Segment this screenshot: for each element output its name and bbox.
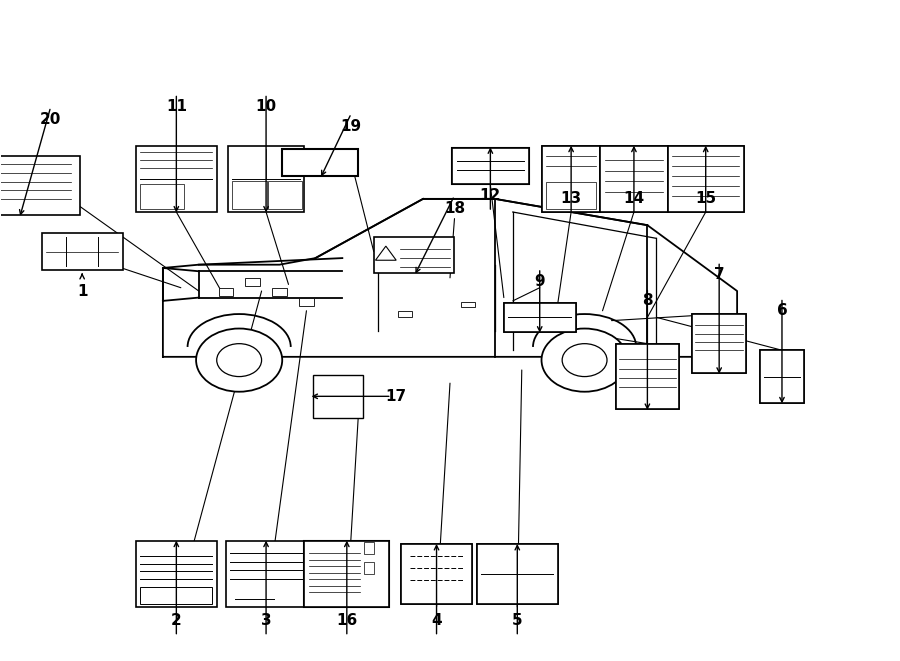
Text: 17: 17 (385, 389, 407, 404)
Bar (400, 545, 472, 603)
Bar (140, 587, 212, 603)
Text: 15: 15 (695, 191, 716, 206)
Bar (461, 301, 475, 307)
Bar (273, 288, 287, 296)
Bar (246, 278, 260, 286)
Bar (504, 303, 576, 332)
Bar (668, 146, 743, 212)
Text: 18: 18 (444, 201, 465, 216)
Bar (616, 344, 679, 409)
Bar (0, 156, 80, 215)
Bar (232, 181, 266, 209)
Bar (452, 148, 528, 184)
Bar (760, 350, 805, 403)
Bar (282, 149, 358, 176)
Bar (760, 350, 805, 403)
Polygon shape (375, 246, 396, 260)
Bar (477, 545, 558, 603)
Text: 9: 9 (535, 274, 545, 289)
Bar (400, 545, 472, 603)
Bar (313, 375, 363, 418)
Bar (226, 541, 306, 607)
Bar (616, 344, 679, 409)
Bar (364, 543, 374, 555)
Text: 4: 4 (431, 613, 442, 627)
Bar (140, 184, 184, 209)
Bar (41, 233, 122, 270)
Text: 14: 14 (624, 191, 644, 206)
Bar (600, 146, 668, 212)
Text: 5: 5 (512, 613, 523, 627)
Bar (136, 146, 217, 212)
Text: 20: 20 (40, 112, 61, 128)
Bar (228, 146, 304, 212)
Bar (542, 146, 600, 212)
Bar (304, 541, 390, 607)
Text: 12: 12 (480, 188, 501, 203)
Bar (267, 181, 302, 209)
Text: 2: 2 (171, 613, 182, 627)
Bar (219, 288, 233, 296)
Bar (398, 311, 412, 317)
Bar (136, 541, 217, 607)
Text: 3: 3 (261, 613, 272, 627)
Bar (546, 182, 596, 209)
Text: 16: 16 (337, 613, 357, 627)
Bar (542, 146, 600, 212)
Circle shape (542, 329, 627, 392)
Text: 13: 13 (561, 191, 581, 206)
Text: 11: 11 (166, 99, 187, 114)
Text: 19: 19 (341, 119, 362, 134)
Bar (477, 545, 558, 603)
Circle shape (217, 344, 262, 377)
Text: 6: 6 (777, 303, 788, 318)
Bar (600, 146, 668, 212)
Bar (364, 563, 374, 574)
Bar (692, 314, 746, 373)
Bar (668, 146, 743, 212)
Bar (692, 314, 746, 373)
Text: 10: 10 (256, 99, 276, 114)
Bar (304, 541, 390, 607)
Bar (374, 237, 454, 273)
Text: 7: 7 (714, 267, 724, 282)
Bar (504, 303, 576, 332)
Bar (452, 148, 528, 184)
Text: 8: 8 (642, 293, 652, 309)
Bar (300, 297, 313, 306)
Text: 1: 1 (76, 284, 87, 299)
Circle shape (196, 329, 283, 392)
Circle shape (562, 344, 607, 377)
